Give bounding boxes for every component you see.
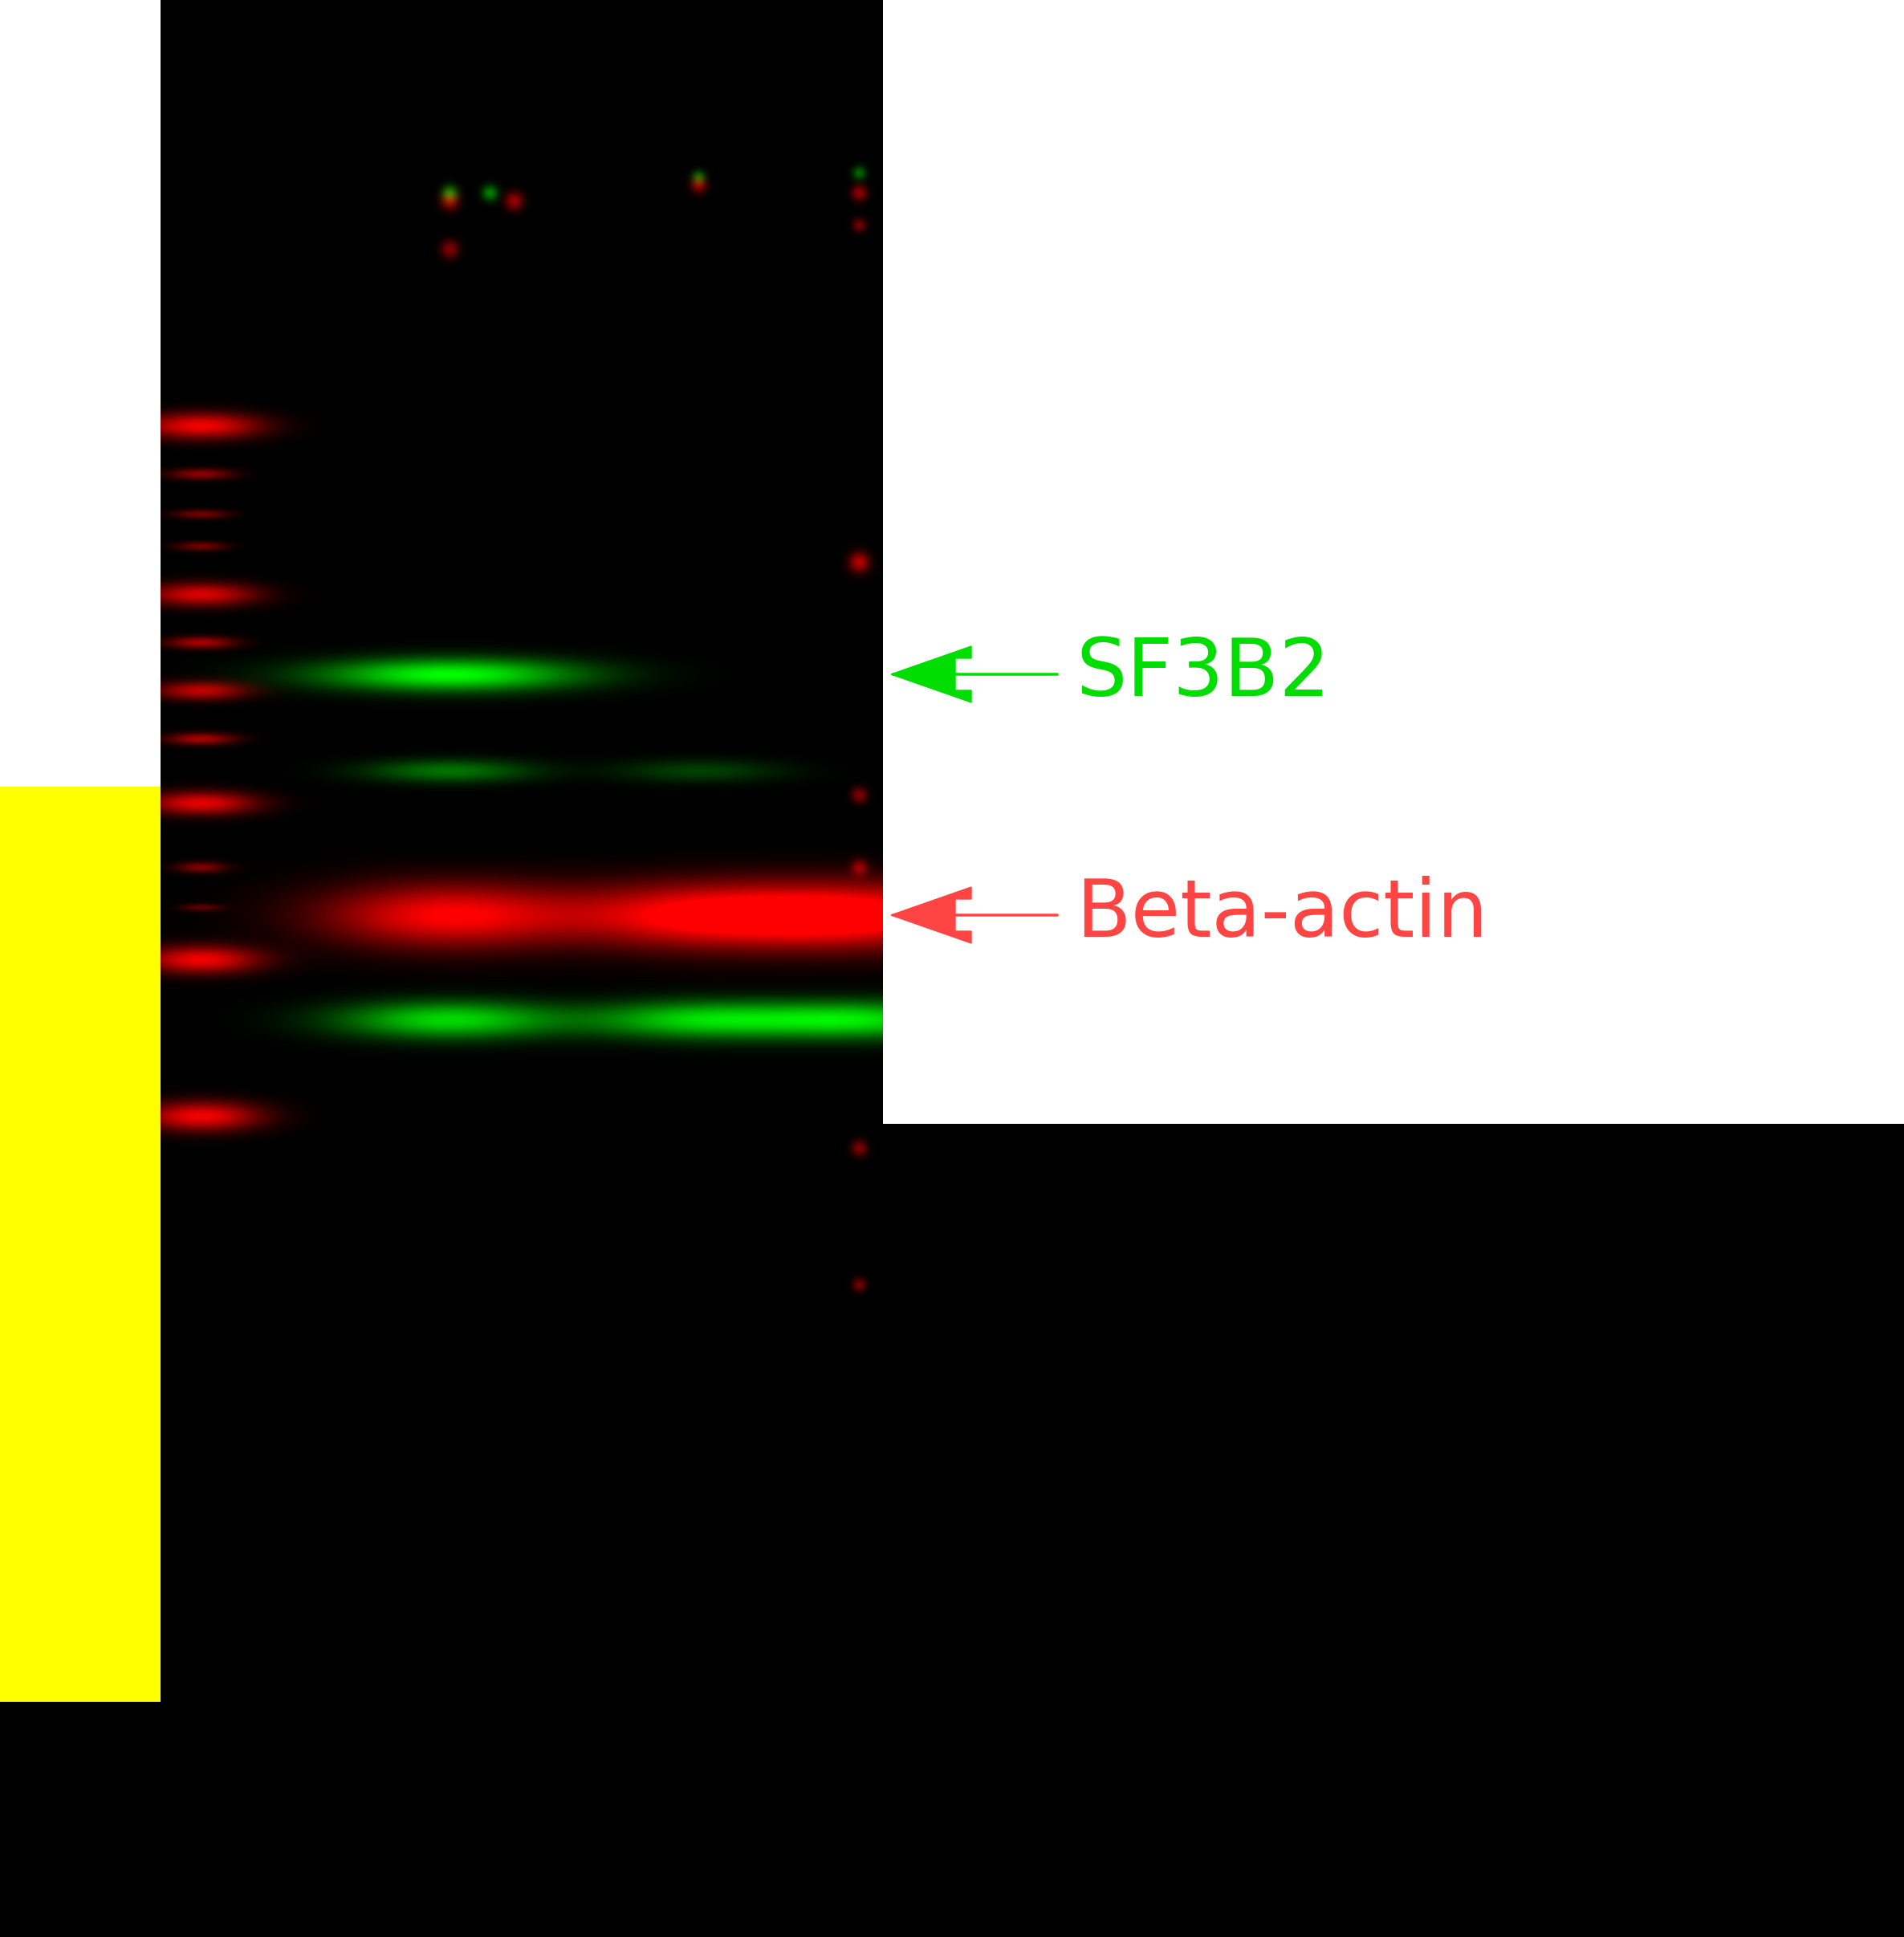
Text: Beta-actin: Beta-actin	[1076, 876, 1487, 955]
Text: SF3B2: SF3B2	[1076, 635, 1331, 713]
FancyArrow shape	[891, 647, 971, 703]
FancyArrow shape	[891, 887, 971, 943]
